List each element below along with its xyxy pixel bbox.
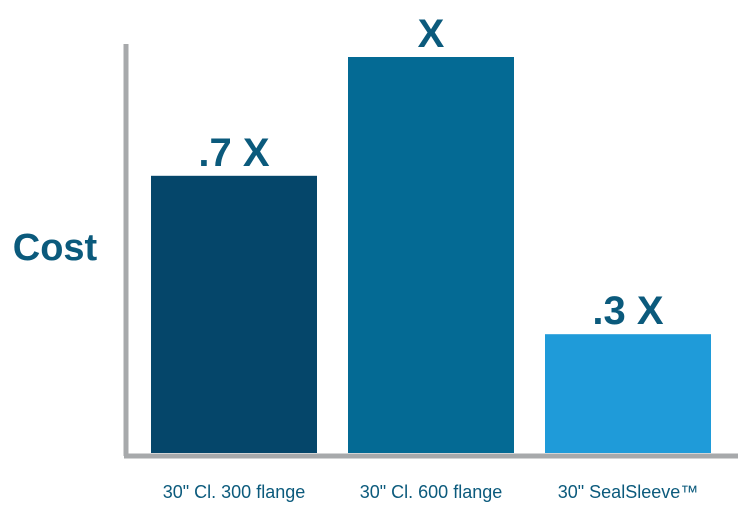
data-labels-group: .7 X X .3 X [198,12,663,333]
x-tick-label-3: 30" SealSleeve™ [558,482,698,502]
bar-1 [151,175,317,454]
x-tick-label-2: 30" Cl. 600 flange [360,482,503,502]
data-label-1: .7 X [198,131,269,175]
y-axis-label: Cost [13,227,98,269]
x-tick-labels-group: 30" Cl. 300 flange 30" Cl. 600 flange 30" … [163,482,698,502]
x-tick-label-1: 30" Cl. 300 flange [163,482,306,502]
data-label-3: .3 X [592,289,663,333]
bar-3 [545,334,711,453]
bar-2 [348,57,514,453]
bars-group [151,57,711,454]
data-label-2: X [418,12,445,56]
